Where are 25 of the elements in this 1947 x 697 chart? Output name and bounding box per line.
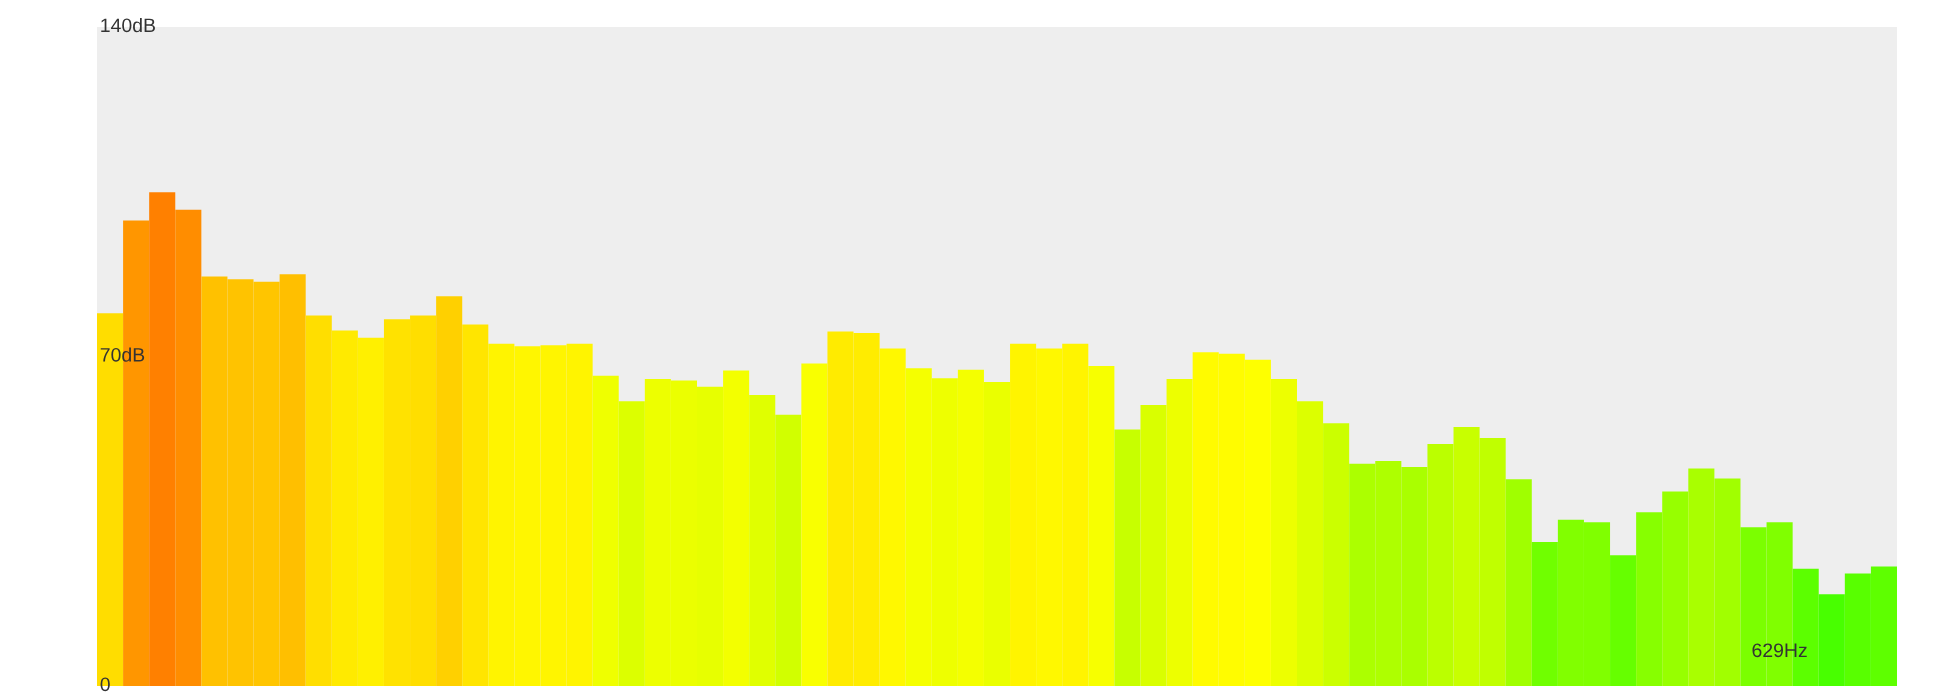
bar [749, 395, 776, 686]
bar [1636, 512, 1663, 686]
bar [1818, 594, 1845, 686]
bar [1505, 479, 1532, 686]
bar [618, 401, 645, 686]
bar [462, 324, 489, 686]
bar [1610, 555, 1637, 686]
bar [1140, 404, 1167, 686]
bar [1114, 429, 1141, 686]
bar [1662, 491, 1689, 686]
bar [436, 296, 463, 686]
bar [175, 209, 202, 686]
bar [1531, 541, 1558, 686]
y-tick-label: 70dB [100, 347, 145, 362]
bar [1297, 401, 1324, 686]
bar [801, 363, 828, 686]
bar [592, 375, 619, 686]
y-tick-label: 140dB [101, 17, 155, 33]
bar [1427, 444, 1454, 686]
bar [1270, 379, 1297, 686]
x-tick-label: 629Hz [1752, 643, 1807, 658]
bar [1166, 379, 1193, 686]
bar [1323, 423, 1350, 686]
bar [149, 192, 176, 686]
bar [775, 414, 802, 686]
